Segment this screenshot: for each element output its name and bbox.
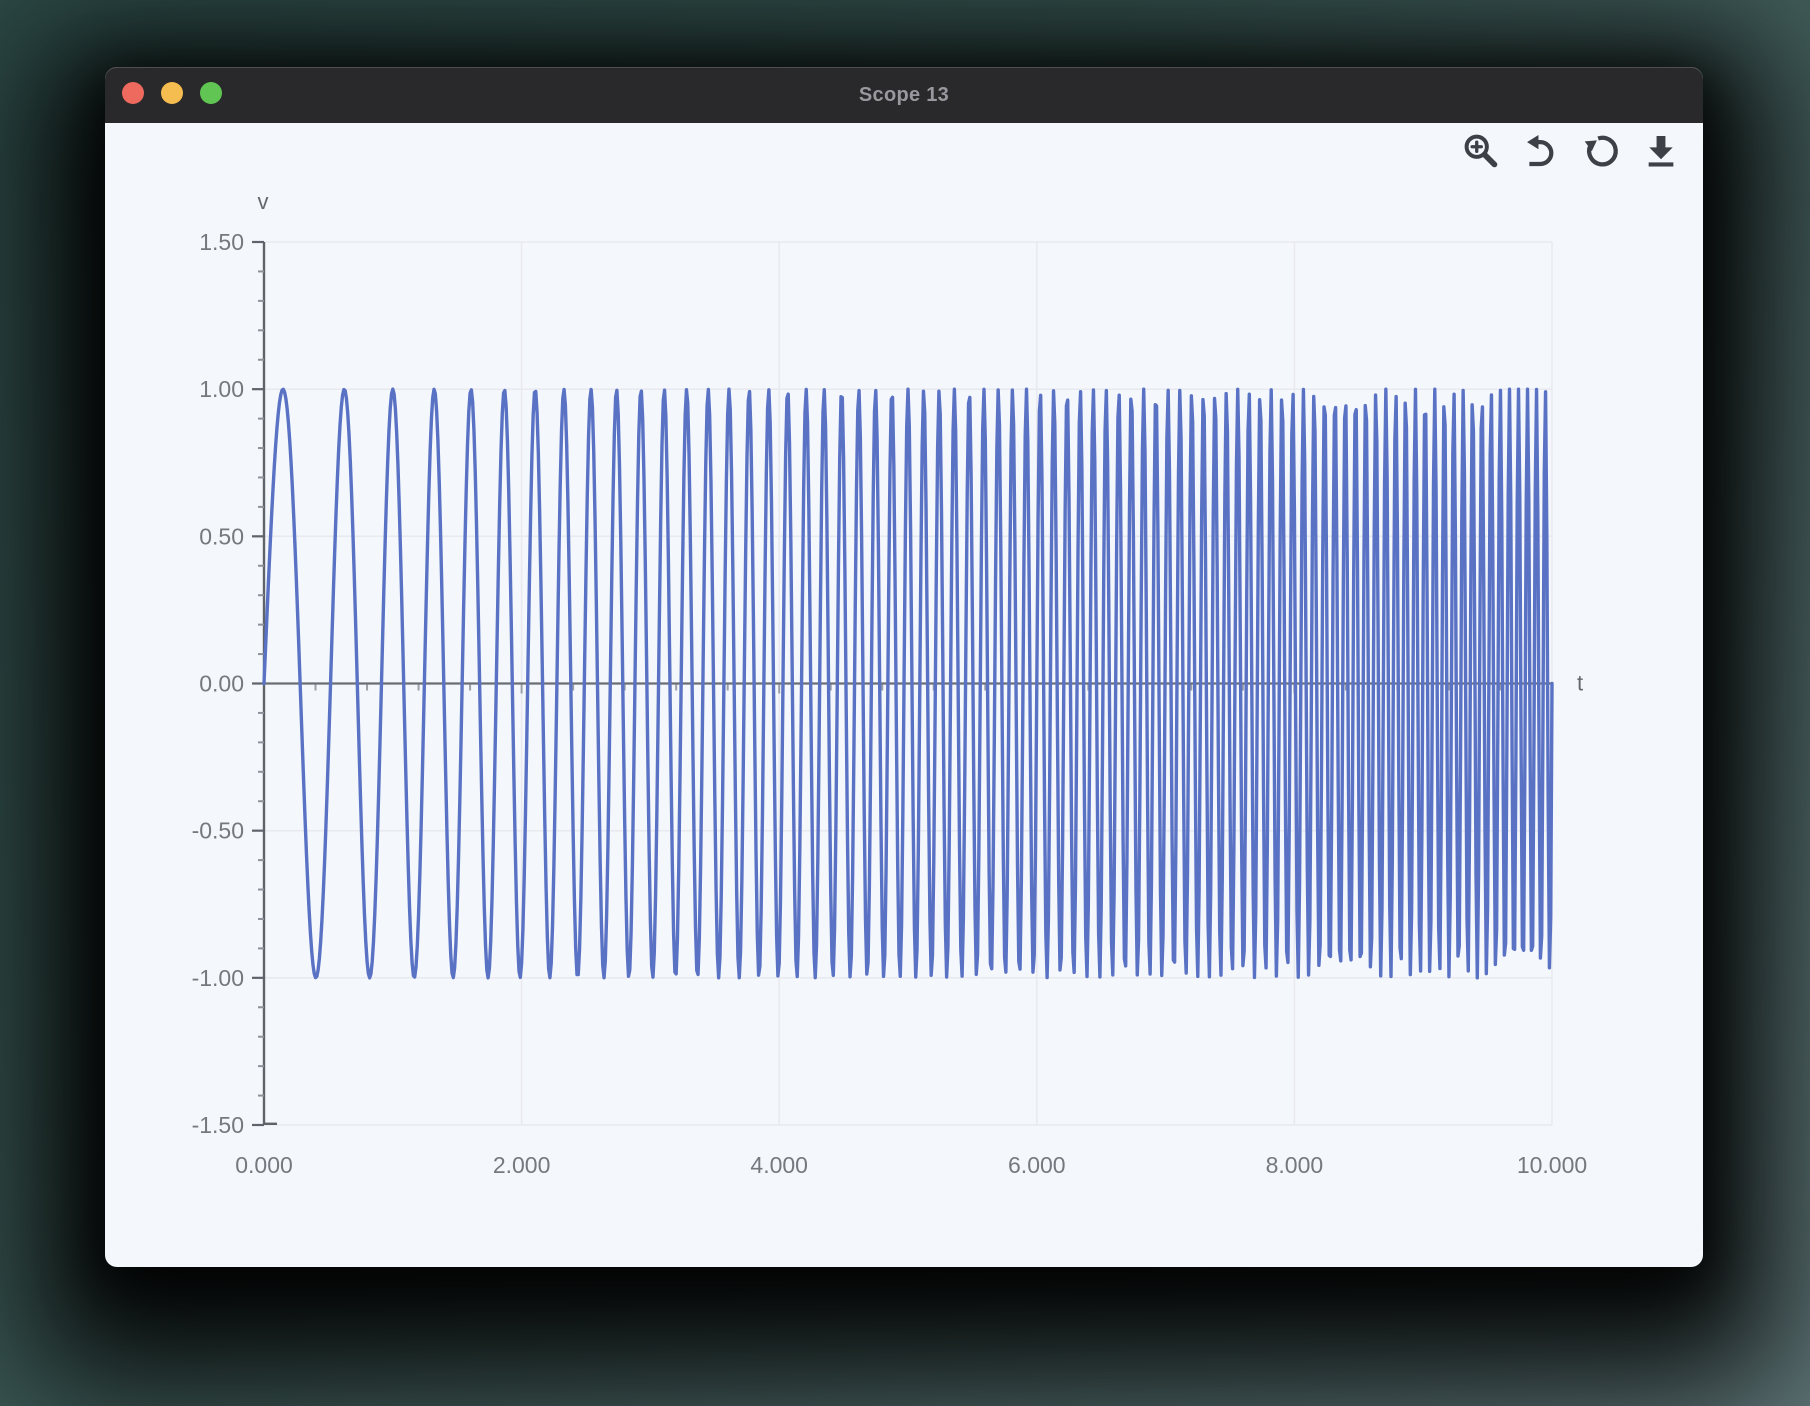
plot-canvas[interactable]: 1.50 1.00 0.50 0.00 -0.50 -1.00 -1.50 0.000 2.00… — [105, 123, 1703, 1267]
signal-trace — [262, 387, 1554, 980]
zoom-in-button[interactable] — [1462, 132, 1500, 170]
zoom-in-icon — [1464, 134, 1498, 168]
download-icon — [1648, 135, 1674, 167]
undo-button[interactable] — [1522, 132, 1560, 170]
y-tick-label: -1.00 — [192, 965, 244, 991]
x-tick-label: 0.000 — [235, 1152, 293, 1178]
window-title: Scope 13 — [858, 83, 950, 106]
y-axis-label: v — [258, 189, 269, 214]
traffic-lights — [122, 82, 222, 104]
titlebar[interactable]: Scope 13 — [105, 67, 1703, 123]
download-button[interactable] — [1642, 132, 1680, 170]
x-tick-label: 4.000 — [750, 1152, 808, 1178]
scope-window: Scope 13 — [105, 67, 1703, 1267]
scope-content: 1.50 1.00 0.50 0.00 -0.50 -1.00 -1.50 0.000 2.00… — [105, 123, 1703, 1267]
x-tick-label: 6.000 — [1008, 1152, 1066, 1178]
y-tick-label: -1.50 — [192, 1112, 244, 1138]
y-tick-label: 0.50 — [199, 523, 244, 549]
undo-icon — [1527, 135, 1554, 167]
y-tick-label: 1.00 — [199, 376, 244, 402]
close-button[interactable] — [122, 82, 144, 104]
y-tick-label: 1.50 — [199, 229, 244, 255]
x-tick-label: 2.000 — [493, 1152, 551, 1178]
x-tick-label: 10.000 — [1517, 1152, 1587, 1178]
x-tick-label: 8.000 — [1266, 1152, 1324, 1178]
minimize-button[interactable] — [161, 82, 183, 104]
reset-view-button[interactable] — [1582, 132, 1620, 170]
maximize-button[interactable] — [200, 82, 222, 104]
y-tick-label: 0.00 — [199, 671, 244, 697]
x-axis-label: t — [1577, 671, 1583, 696]
plot-toolbar — [1462, 132, 1680, 170]
y-tick-label: -0.50 — [192, 818, 244, 844]
reset-view-icon — [1584, 135, 1618, 167]
